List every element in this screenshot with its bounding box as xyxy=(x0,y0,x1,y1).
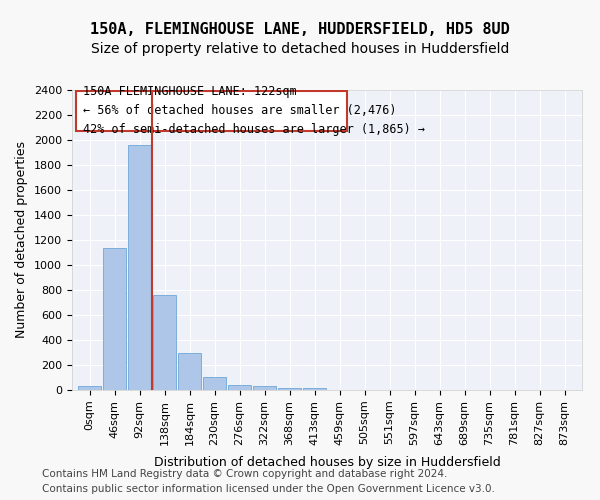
X-axis label: Distribution of detached houses by size in Huddersfield: Distribution of detached houses by size … xyxy=(154,456,500,469)
Bar xyxy=(302,388,326,390)
Text: 150A, FLEMINGHOUSE LANE, HUDDERSFIELD, HD5 8UD: 150A, FLEMINGHOUSE LANE, HUDDERSFIELD, H… xyxy=(90,22,510,38)
Text: Contains HM Land Registry data © Crown copyright and database right 2024.: Contains HM Land Registry data © Crown c… xyxy=(42,469,448,479)
Bar xyxy=(278,388,301,390)
Text: Size of property relative to detached houses in Huddersfield: Size of property relative to detached ho… xyxy=(91,42,509,56)
Bar xyxy=(103,248,127,390)
FancyBboxPatch shape xyxy=(76,90,347,130)
Y-axis label: Number of detached properties: Number of detached properties xyxy=(16,142,28,338)
Bar xyxy=(203,377,226,390)
Bar xyxy=(178,353,202,390)
Bar xyxy=(152,295,176,390)
Text: Contains public sector information licensed under the Open Government Licence v3: Contains public sector information licen… xyxy=(42,484,495,494)
Bar xyxy=(227,385,251,390)
Bar xyxy=(77,386,101,390)
Bar xyxy=(128,145,151,390)
Text: 150A FLEMINGHOUSE LANE: 122sqm
← 56% of detached houses are smaller (2,476)
42% : 150A FLEMINGHOUSE LANE: 122sqm ← 56% of … xyxy=(83,85,425,136)
Bar xyxy=(253,386,277,390)
